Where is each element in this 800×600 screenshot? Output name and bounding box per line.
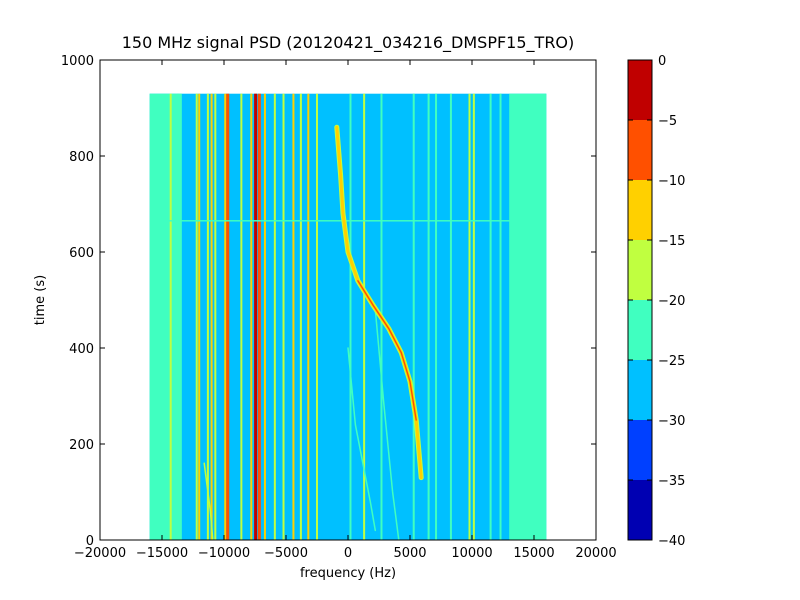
y-axis-label: time (s) <box>33 275 48 325</box>
static-line <box>214 93 217 540</box>
y-tick-label: 600 <box>69 246 94 261</box>
colorbar-segment <box>628 240 652 300</box>
x-tick-label: 0 <box>344 546 352 561</box>
x-tick-label: 10000 <box>451 546 492 561</box>
colorbar-tick-label: 0 <box>658 54 666 69</box>
y-tick-label: 800 <box>69 150 94 165</box>
colorbar-segment <box>628 480 652 540</box>
static-line <box>299 93 302 540</box>
colorbar-tick-label: −40 <box>658 534 685 549</box>
static-line <box>472 93 475 540</box>
x-tick-label: 20000 <box>575 546 616 561</box>
x-axis: −20000 −15000 −10000 −5000 0 5000 10000 15000 20… <box>74 60 617 561</box>
static-line <box>195 93 198 540</box>
static-line <box>226 93 230 540</box>
spectrogram-heatmap <box>149 93 547 540</box>
static-line <box>177 93 180 540</box>
colorbar-segment <box>628 180 652 240</box>
x-tick-label: 5000 <box>393 546 426 561</box>
x-tick-label: 15000 <box>513 546 554 561</box>
colorbar-tick-label: −5 <box>658 114 677 129</box>
chart-title: 150 MHz signal PSD (20120421_034216_DMSP… <box>122 33 575 53</box>
colorbar: −40 −35 −30 −25 −20 −15 −10 −5 0 <box>627 54 685 549</box>
colorbar-tick-label: −35 <box>658 474 685 489</box>
static-line <box>169 93 172 540</box>
y-tick-label: 200 <box>69 438 94 453</box>
static-line <box>254 93 258 540</box>
static-line <box>210 93 213 540</box>
static-line <box>224 93 227 540</box>
x-tick-label: −10000 <box>198 546 250 561</box>
colorbar-segment <box>628 360 652 420</box>
static-line <box>449 93 452 540</box>
y-tick-label: 400 <box>69 342 94 357</box>
y-tick-label: 1000 <box>61 54 94 69</box>
edge-band <box>149 93 182 540</box>
static-line <box>412 93 415 540</box>
colorbar-tick-label: −30 <box>658 414 685 429</box>
static-line <box>263 93 266 540</box>
static-line <box>240 93 243 540</box>
static-line <box>273 93 276 540</box>
static-line <box>282 93 285 540</box>
colorbar-segment <box>628 60 652 120</box>
colorbar-segment <box>628 120 652 180</box>
edge-band <box>509 93 547 540</box>
colorbar-segment <box>628 420 652 480</box>
heatmap-background <box>149 93 547 540</box>
static-line <box>307 93 310 540</box>
dispersed-trace <box>347 347 377 532</box>
colorbar-tick-label: −10 <box>658 174 685 189</box>
static-line <box>257 93 261 540</box>
static-line <box>349 93 352 540</box>
static-line <box>250 93 253 540</box>
colorbar-tick-label: −20 <box>658 294 685 309</box>
static-line <box>316 93 318 540</box>
static-line <box>499 93 502 540</box>
static-line <box>363 93 366 540</box>
horizontal-artifact <box>149 220 547 222</box>
static-line <box>489 93 492 540</box>
static-line <box>427 93 430 540</box>
colorbar-tick-label: −15 <box>658 234 685 249</box>
y-tick-label: 0 <box>86 534 94 549</box>
colorbar-tick-label: −25 <box>658 354 685 369</box>
static-line <box>292 93 295 540</box>
y-axis: 0 200 400 600 800 1000 <box>61 54 596 549</box>
dispersed-trace <box>374 308 400 540</box>
colorbar-segment <box>628 300 652 360</box>
static-line <box>206 93 209 540</box>
doppler-trace-core <box>357 280 417 421</box>
static-line <box>435 93 438 540</box>
static-line <box>468 93 471 540</box>
dispersed-trace <box>203 462 214 540</box>
x-tick-label: −20000 <box>74 546 126 561</box>
x-tick-label: −15000 <box>136 546 188 561</box>
x-axis-label: frequency (Hz) <box>300 566 396 581</box>
static-line <box>198 93 201 540</box>
x-tick-label: −5000 <box>264 546 308 561</box>
